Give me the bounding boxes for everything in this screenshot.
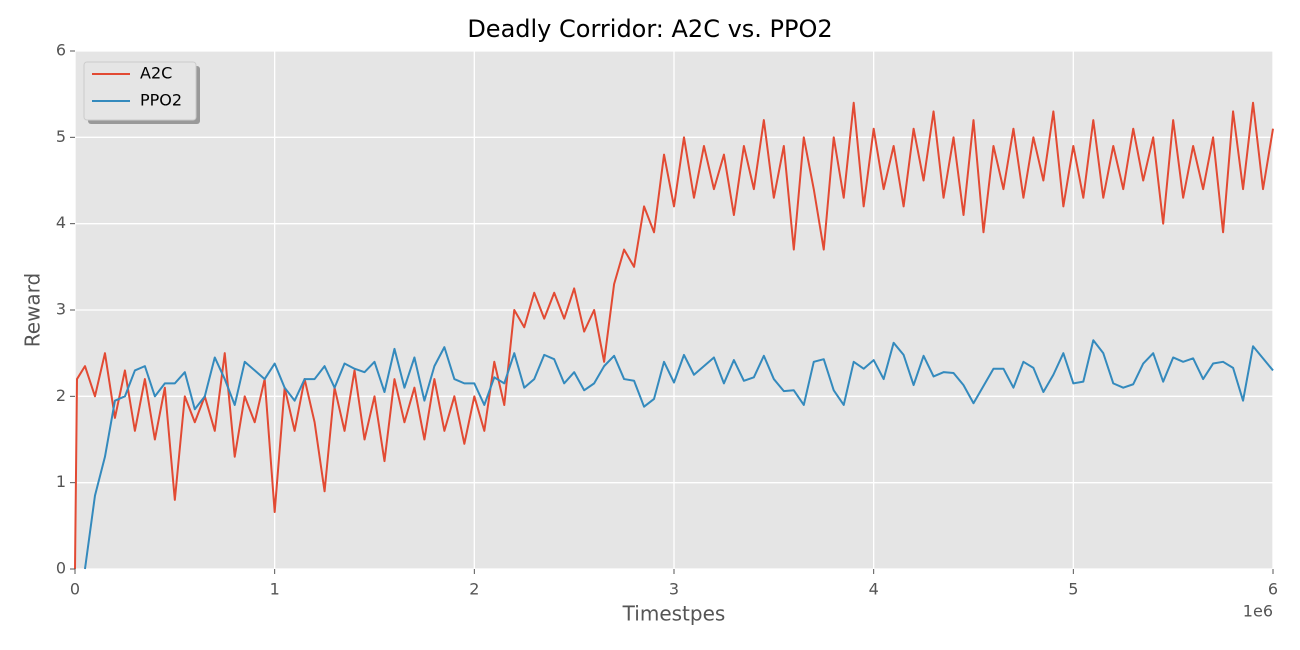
x-tick-label: 2 bbox=[469, 580, 479, 599]
chart-title: Deadly Corridor: A2C vs. PPO2 bbox=[467, 15, 832, 43]
x-tick-label: 5 bbox=[1068, 580, 1078, 599]
lines bbox=[74, 101, 1274, 570]
legend: A2C PPO2 bbox=[83, 61, 200, 124]
x-tick-label: 6 bbox=[1268, 580, 1278, 599]
y-tick-label: 5 bbox=[56, 127, 66, 146]
x-tick-label: 1 bbox=[270, 580, 280, 599]
y-tick-label: 4 bbox=[56, 213, 66, 232]
y-tick-label: 6 bbox=[56, 41, 66, 60]
x-axis-label: Timestpes bbox=[622, 602, 726, 626]
x-offset-label: 1e6 bbox=[1243, 602, 1273, 621]
legend-box bbox=[83, 61, 197, 121]
x-tick-label: 4 bbox=[869, 580, 879, 599]
y-tick-label: 3 bbox=[56, 300, 66, 319]
y-tick-label: 2 bbox=[56, 386, 66, 405]
data-line bbox=[83, 339, 1274, 570]
y-axis-label: Reward bbox=[21, 273, 45, 347]
y-tick-label: 0 bbox=[56, 559, 66, 578]
legend-label: PPO2 bbox=[140, 91, 182, 110]
x-tick-label: 3 bbox=[669, 580, 679, 599]
y-tick-label: 1 bbox=[56, 472, 66, 491]
x-tick-label: 0 bbox=[70, 580, 80, 599]
data-line bbox=[74, 101, 1274, 570]
legend-label: A2C bbox=[140, 64, 172, 83]
